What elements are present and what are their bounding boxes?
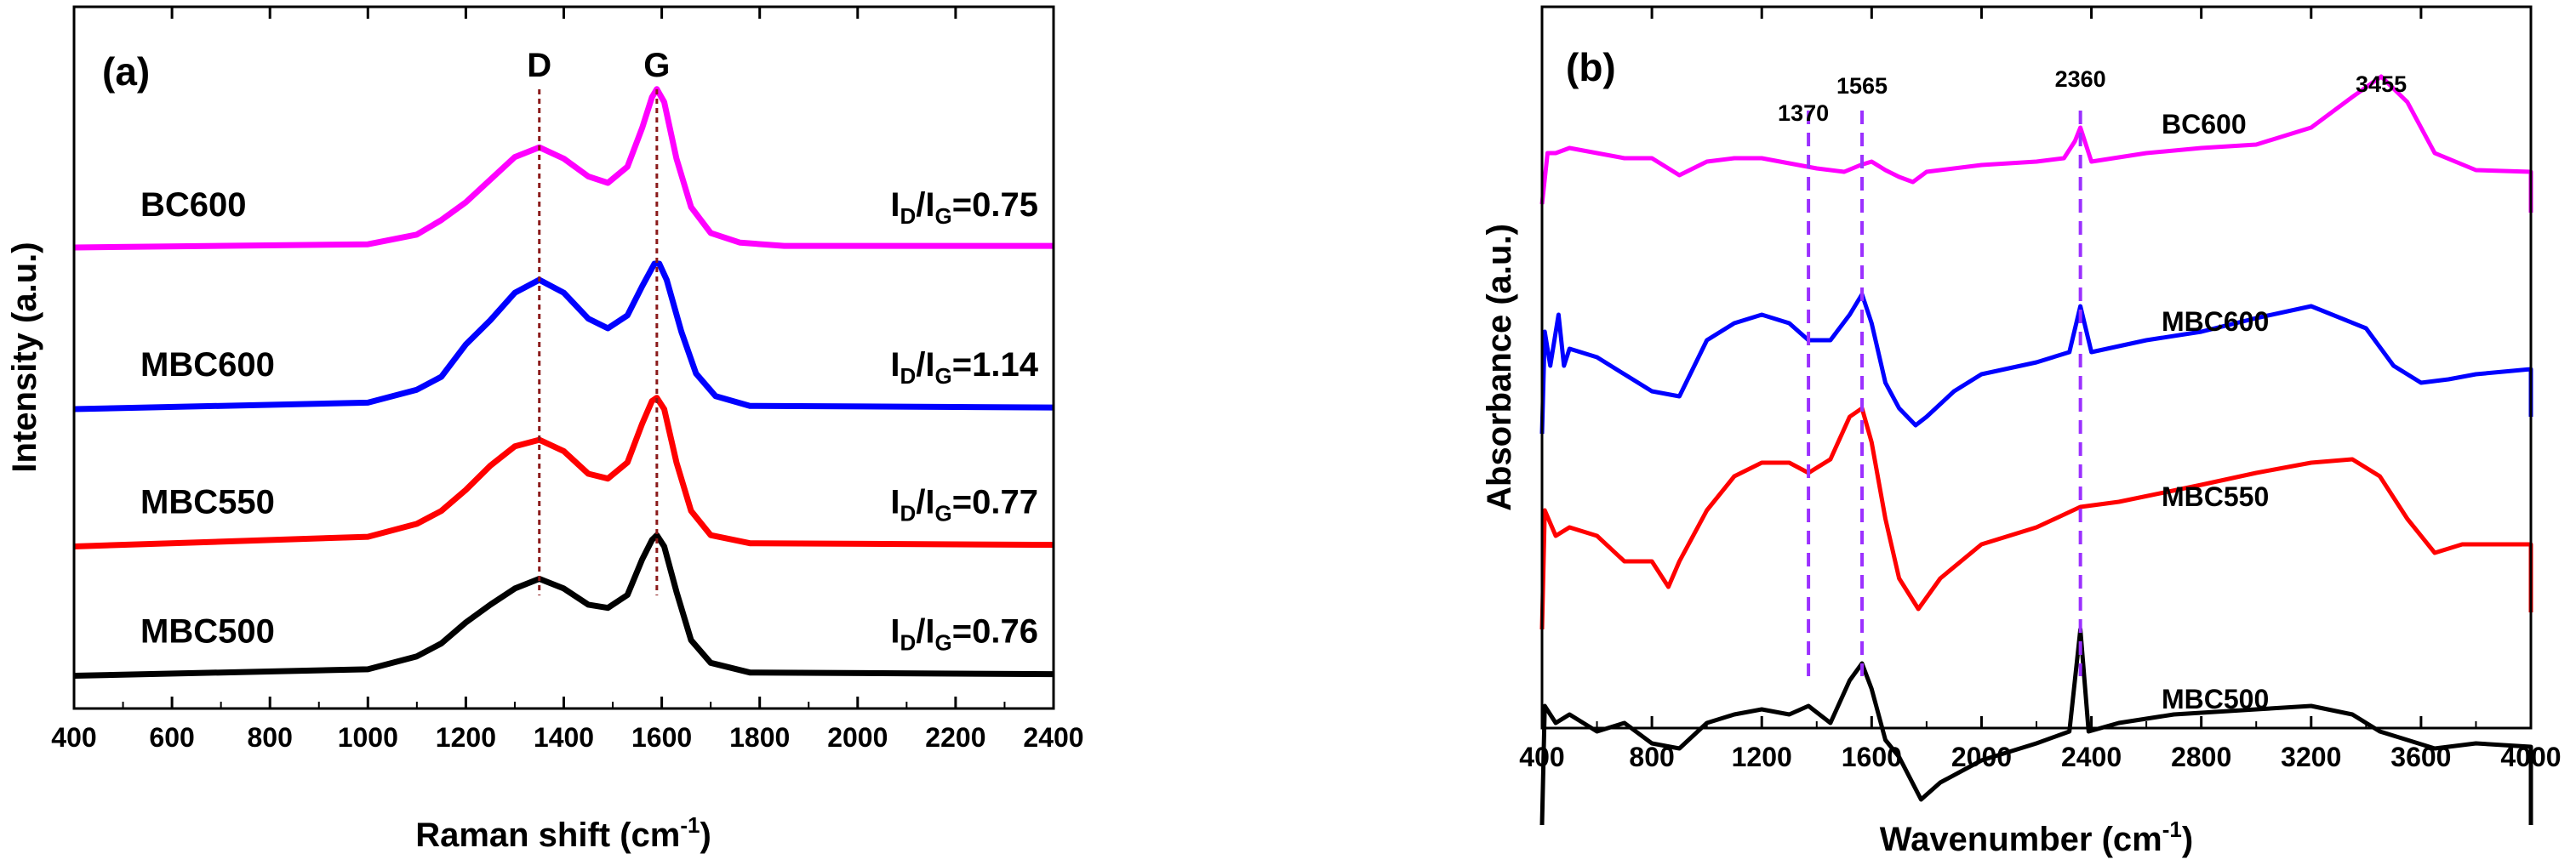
x-tick-label-400: 400	[1519, 742, 1564, 772]
x-tick-label-2000: 2000	[1951, 742, 2012, 772]
series-line-mbc550	[1539, 406, 2533, 630]
x-tick-label-1600: 1600	[631, 722, 692, 753]
ratio-label-mbc550: ID/IG=0.77	[890, 484, 1038, 526]
x-tick-label-2800: 2800	[2171, 742, 2231, 772]
peak-label-2360: 2360	[2055, 66, 2106, 92]
ratio-label-mbc600: ID/IG=1.14	[890, 346, 1038, 389]
x-tick-label-1400: 1400	[534, 722, 594, 753]
peak-label-d: D	[527, 47, 551, 84]
panel-b-x-axis-title-end: )	[2182, 821, 2193, 858]
panel-b-y-axis-title: Absorbance (a.u.)	[1481, 224, 1518, 511]
series-label-mbc600: MBC600	[140, 346, 275, 384]
panel-a-x-axis-title: Raman shift (cm-1)	[415, 812, 711, 854]
series-line-mbc500	[73, 532, 1054, 679]
series-label-mbc600: MBC600	[2162, 306, 2269, 337]
peak-label-1565: 1565	[1836, 73, 1888, 99]
panel-a-x-axis-title-superscript: -1	[680, 812, 700, 838]
panel-b-x-axis-title-main: Wavenumber (cm	[1880, 821, 2162, 858]
series-line-mbc550	[73, 395, 1054, 549]
series-line-mbc600	[73, 260, 1054, 413]
panel-a-y-axis-title: Intensity (a.u.)	[6, 242, 43, 472]
x-tick-label-400: 400	[51, 722, 96, 753]
x-tick-label-2200: 2200	[925, 722, 985, 753]
panel-b-x-axis: 400 800 1200 1600 2000 2400 2800 3200 3600 4000	[1519, 7, 2562, 772]
ratio-label-mbc500: ID/IG=0.76	[890, 613, 1038, 656]
series-line-bc600	[73, 86, 1054, 251]
x-tick-label-2000: 2000	[827, 722, 888, 753]
x-tick-label-4000: 4000	[2500, 742, 2561, 772]
annotation-label-3455: 3455	[2356, 71, 2407, 97]
peak-label-g: G	[643, 47, 670, 84]
series-label-bc600: BC600	[140, 186, 247, 224]
ratio-label-bc600: ID/IG=0.75	[890, 186, 1038, 229]
panel-b-x-axis-title-superscript: -1	[2162, 817, 2182, 842]
x-tick-label-3200: 3200	[2281, 742, 2341, 772]
panel-a: BC600 ID/IG=0.75 MBC600 ID/IG=1.14 MBC550 ID/…	[6, 5, 1084, 854]
x-tick-label-1200: 1200	[1732, 742, 1792, 772]
x-tick-label-1200: 1200	[436, 722, 496, 753]
x-tick-label-2400: 2400	[2061, 742, 2122, 772]
series-label-mbc550: MBC550	[2162, 481, 2269, 512]
series-label-bc600: BC600	[2162, 109, 2247, 139]
x-tick-label-1800: 1800	[729, 722, 790, 753]
panel-a-plot-area: BC600 ID/IG=0.75 MBC600 ID/IG=1.14 MBC550 ID/…	[73, 47, 1054, 679]
series-line-mbc500	[1539, 627, 2533, 826]
x-tick-label-1000: 1000	[338, 722, 398, 753]
x-tick-label-600: 600	[149, 722, 194, 753]
panel-a-x-axis-title-main: Raman shift (cm	[415, 817, 680, 854]
series-label-mbc550: MBC550	[140, 484, 275, 521]
panel-a-x-axis: 400 600 800 1000 1200 1400 1600 1800 2000 2200 240…	[51, 7, 1084, 753]
panel-a-label: (a)	[102, 49, 150, 94]
x-tick-label-3600: 3600	[2390, 742, 2451, 772]
series-label-mbc500: MBC500	[2162, 684, 2269, 714]
panel-b-x-axis-title: Wavenumber (cm-1)	[1880, 817, 2193, 858]
series-line-bc600	[1539, 74, 2533, 213]
x-tick-label-1600: 1600	[1842, 742, 1902, 772]
panel-b-plot-area: BC600 MBC600 MBC550 MBC500 1370 1565 2360 3455	[1539, 66, 2533, 826]
x-tick-label-2400: 2400	[1023, 722, 1083, 753]
panel-a-x-axis-title-end: )	[700, 817, 711, 854]
series-line-mbc600	[1539, 292, 2533, 435]
x-tick-label-800: 800	[1629, 742, 1674, 772]
panel-b-label: (b)	[1566, 45, 1616, 89]
x-tick-label-800: 800	[248, 722, 293, 753]
peak-label-1370: 1370	[1778, 100, 1829, 126]
series-label-mbc500: MBC500	[140, 613, 275, 651]
